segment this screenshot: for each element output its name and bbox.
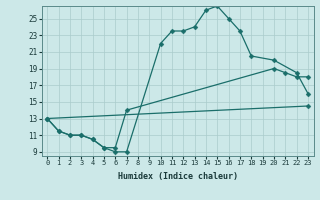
X-axis label: Humidex (Indice chaleur): Humidex (Indice chaleur) bbox=[118, 172, 237, 181]
